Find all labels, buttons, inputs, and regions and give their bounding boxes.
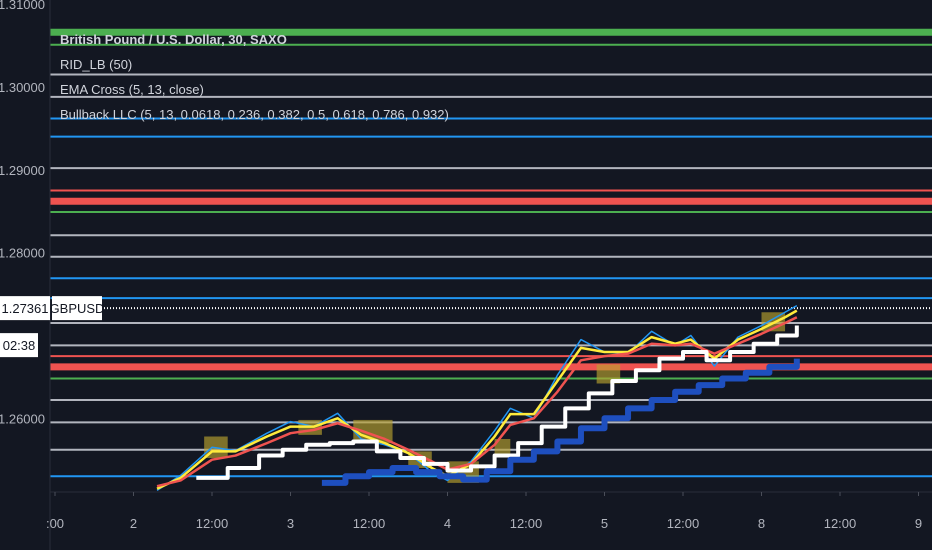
legend-indicator-bullback[interactable]: Bullback LLC (5, 13, 0.0618, 0.236, 0.38…: [60, 107, 449, 122]
x-tick-label: 3: [287, 516, 294, 531]
legend-indicator-ema-cross[interactable]: EMA Cross (5, 13, close): [60, 82, 204, 97]
y-tick-label: 1.28000: [0, 246, 45, 261]
x-tick-label: :00: [46, 516, 64, 531]
legend-indicator-rid-lb[interactable]: RID_LB (50): [60, 57, 133, 72]
series-line-3: [196, 325, 799, 480]
y-tick-label: 1.30000: [0, 80, 45, 95]
symbol-label: GBPUSD: [50, 301, 105, 316]
countdown-label-box: [0, 333, 38, 358]
x-tick-label: 12:00: [196, 516, 229, 531]
x-tick-label: 4: [444, 516, 451, 531]
x-tick-label: 9: [915, 516, 922, 531]
x-tick-label: 2: [130, 516, 137, 531]
x-tick-label: 12:00: [824, 516, 857, 531]
chart-legend: British Pound / U.S. Dollar, 30, SAXO RI…: [60, 27, 449, 127]
x-tick-label: 12:00: [510, 516, 543, 531]
y-tick-label: 1.29000: [0, 163, 45, 178]
y-tick-label: 1.26000: [0, 411, 45, 426]
symbol-label-box: [52, 296, 102, 321]
highlight-box: [494, 438, 511, 456]
highlight-box: [596, 364, 621, 384]
legend-symbol-title[interactable]: British Pound / U.S. Dollar, 30, SAXO: [60, 32, 287, 47]
x-tick-label: 12:00: [353, 516, 386, 531]
price-label: 1.27361: [2, 301, 49, 316]
series-line-2: [156, 316, 798, 488]
series-line-4: [321, 358, 800, 486]
x-tick-label: 12:00: [667, 516, 700, 531]
x-tick-label: 8: [758, 516, 765, 531]
x-tick-label: 5: [601, 516, 608, 531]
y-tick-label: 1.31000: [0, 0, 45, 12]
price-label-box: [0, 296, 50, 321]
countdown-label: 02:38: [3, 338, 36, 353]
